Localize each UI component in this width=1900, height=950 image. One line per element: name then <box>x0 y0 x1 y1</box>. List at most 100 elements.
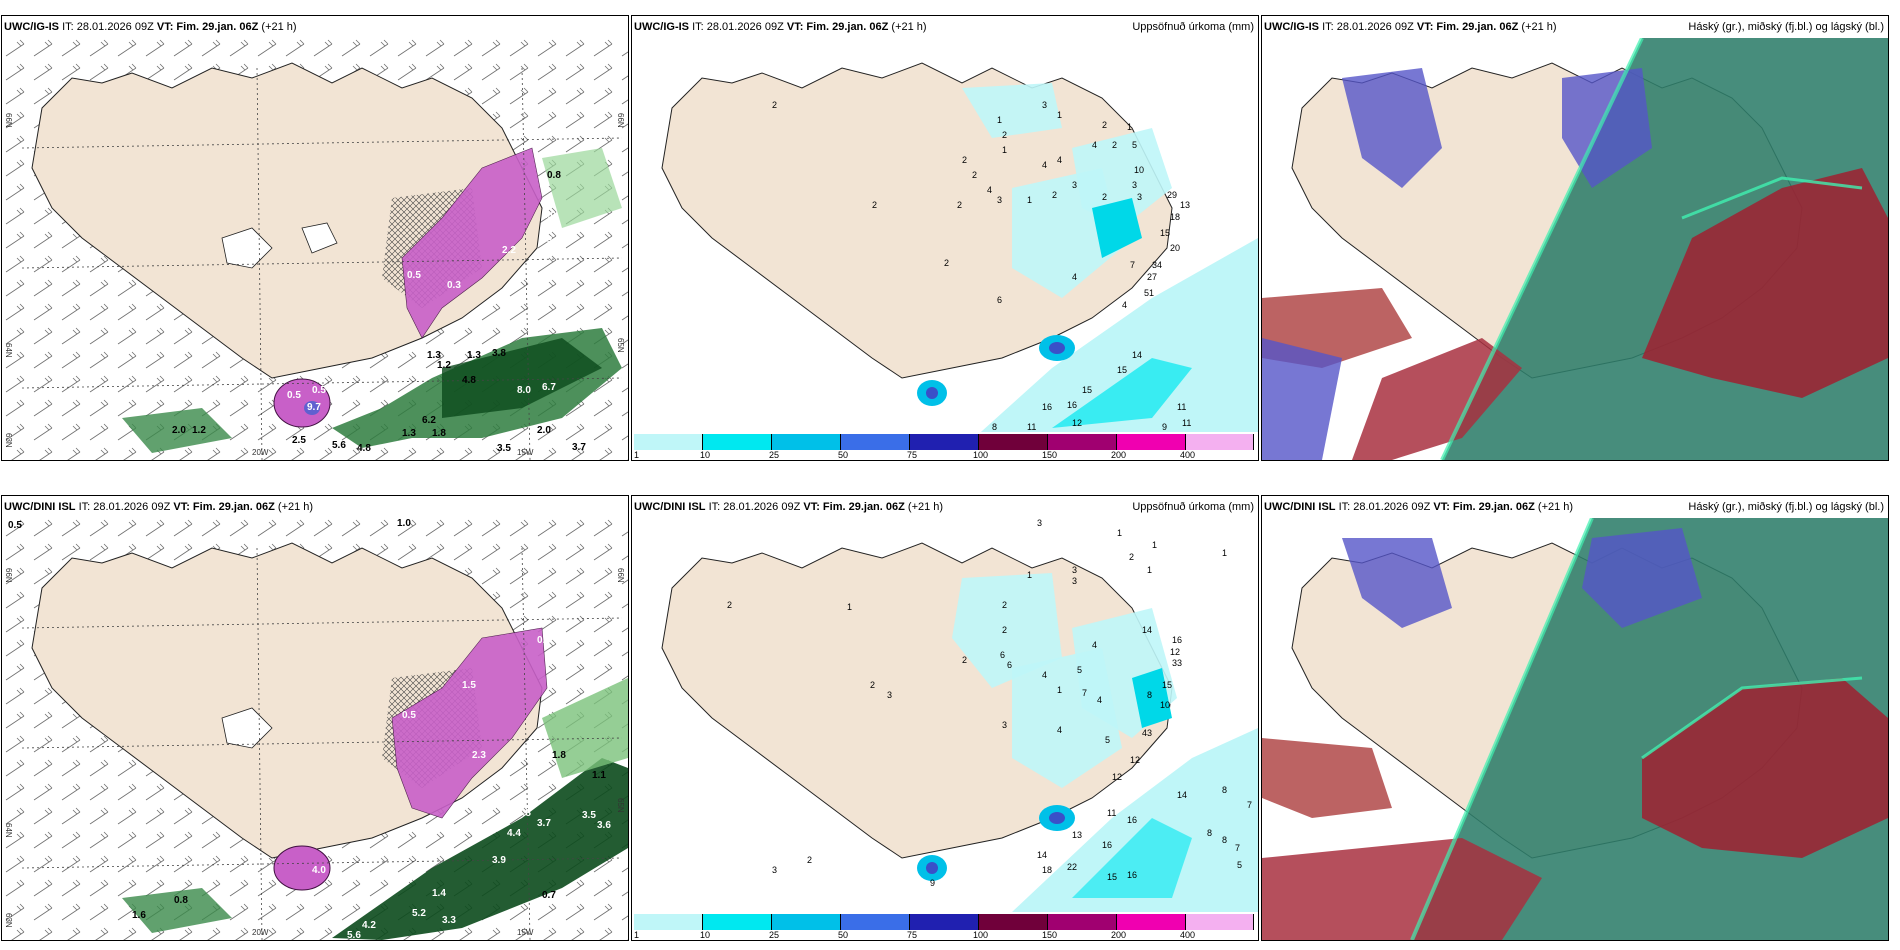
precip-label: 4 <box>1057 725 1062 735</box>
precip-label: 18 <box>1170 212 1180 222</box>
precip-label: 20 <box>1170 243 1180 253</box>
colorbar-segment <box>634 914 703 930</box>
precip-label: 5.2 <box>412 908 426 919</box>
precip-label: 2 <box>962 155 967 165</box>
colorbar-segment <box>703 914 772 930</box>
precip-label: 3.8 <box>517 808 531 819</box>
colorbar-segment <box>772 914 841 930</box>
colorbar-label: 1 <box>634 450 640 460</box>
precip-label: 2 <box>1102 192 1107 202</box>
precip-label: 1 <box>1002 145 1007 155</box>
lon-label: 15W <box>517 928 534 937</box>
precip-label: 3.5 <box>497 443 511 454</box>
precip-label: 22 <box>1067 862 1077 872</box>
precip-label: 7 <box>1247 800 1252 810</box>
colorbar-label: 100 <box>973 930 989 940</box>
precip-label: 2 <box>772 100 777 110</box>
precip-label: 3 <box>1072 576 1077 586</box>
lat-label: 63N <box>4 913 13 928</box>
precip-label: 4 <box>1057 155 1062 165</box>
precip-label: 16 <box>1127 870 1137 880</box>
precip-label: 2 <box>727 600 732 610</box>
lon-label: 20W <box>252 448 269 457</box>
precip-label: 2 <box>1002 625 1007 635</box>
precip-label: 4 <box>1042 670 1047 680</box>
colorbar-segment <box>703 434 772 450</box>
precip-label: 1.3 <box>402 428 416 439</box>
precip-label: 6.2 <box>422 415 436 426</box>
precip-label: 27 <box>1147 272 1157 282</box>
precip-label: 12 <box>1072 418 1082 428</box>
precip-label: 3.9 <box>492 855 506 866</box>
precip-label: 7 <box>1082 688 1087 698</box>
precip-label: 16 <box>1127 815 1137 825</box>
precip-label: 1.8 <box>432 428 446 439</box>
precip-label: 43 <box>1142 728 1152 738</box>
precip-label: 2.0 <box>537 425 551 436</box>
precip-label: 12 <box>1130 755 1140 765</box>
precip-label: 2.5 <box>292 435 306 446</box>
lon-label: 15W <box>517 448 534 457</box>
colorbar-segment <box>1186 434 1254 450</box>
precip-label: 2 <box>957 200 962 210</box>
lon-label: 20W <box>252 928 269 937</box>
colorbar-label: 400 <box>1180 930 1196 940</box>
colorbar-segment <box>1048 434 1117 450</box>
precip-label: 1.5 <box>462 680 476 691</box>
precip-label: 4 <box>1097 695 1102 705</box>
precip-label: 1 <box>1147 565 1152 575</box>
colorbar-segment <box>634 434 703 450</box>
precip-label: 15 <box>1117 365 1127 375</box>
precip-label: 13 <box>1072 830 1082 840</box>
colorbar-label: 50 <box>838 930 849 940</box>
wind-precip-map: 0.8 0.5 2.0 2.0 3.0 1.3 1.2 0.5 0.3 2.2 … <box>2 38 628 460</box>
precip-label: 2.0 <box>542 210 556 221</box>
precip-label: 6 <box>1007 660 1012 670</box>
panel-top-left: UWC/IG-IS IT: 28.01.2026 09Z VT: Fim. 29… <box>1 15 629 461</box>
precip-label: 1 <box>1222 548 1227 558</box>
precip-label: 1.8 <box>552 750 566 761</box>
colorbar-label: 200 <box>1111 450 1127 460</box>
precip-label: 1 <box>1117 528 1122 538</box>
colorbar-label: 200 <box>1111 930 1127 940</box>
precip-label: 15 <box>1107 872 1117 882</box>
precip-label: 3.3 <box>442 915 456 926</box>
precip-label: 10 <box>1134 165 1144 175</box>
cloud-cover-map <box>1262 38 1888 460</box>
panel-bottom-right: UWC/DINI ISL IT: 28.01.2026 09Z VT: Fim.… <box>1261 495 1889 941</box>
precip-label: 3.8 <box>492 348 506 359</box>
lat-label: 64N <box>4 823 13 838</box>
panel-header: UWC/DINI ISL IT: 28.01.2026 09Z VT: Fim.… <box>4 501 314 513</box>
precip-label: 2 <box>1002 130 1007 140</box>
colorbar-segment <box>979 914 1048 930</box>
colorbar-segment <box>979 434 1048 450</box>
precip-label: 51 <box>1144 288 1154 298</box>
precip-label: 0.8 <box>174 895 188 906</box>
precip-label: 14 <box>1132 350 1142 360</box>
precip-label: 18 <box>1042 865 1052 875</box>
precip-label: 12 <box>1112 772 1122 782</box>
panel-header: UWC/IG-IS IT: 28.01.2026 09Z VT: Fim. 29… <box>634 21 1254 33</box>
precip-label: 7 <box>1130 260 1135 270</box>
panel-header: UWC/DINI ISL IT: 28.01.2026 09Z VT: Fim.… <box>634 501 1254 513</box>
precip-label: 1.6 <box>132 910 146 921</box>
lat-label: 66N <box>616 568 625 583</box>
precip-label: 0.5 <box>8 520 22 531</box>
panel-bottom-middle: UWC/DINI ISL IT: 28.01.2026 09Z VT: Fim.… <box>631 495 1259 941</box>
lat-label: 66N <box>616 113 625 128</box>
precip-label: 1.2 <box>437 360 451 371</box>
lat-label: 64N <box>4 343 13 358</box>
colorbar-label: 25 <box>769 930 780 940</box>
precip-label: 4 <box>1072 272 1077 282</box>
precip-label: 11 <box>1027 422 1036 432</box>
precip-label: 8 <box>1222 835 1227 845</box>
precip-label: 2 <box>1102 120 1107 130</box>
panel-top-middle: UWC/IG-IS IT: 28.01.2026 09Z VT: Fim. 29… <box>631 15 1259 461</box>
precip-label: 15 <box>1160 228 1170 238</box>
precip-label: 0.5 <box>287 390 301 401</box>
colorbar-label: 75 <box>907 450 918 460</box>
precip-label: 13 <box>1180 200 1190 210</box>
precip-label: 4 <box>1092 140 1097 150</box>
precip-label: 14 <box>1142 625 1152 635</box>
precip-label: 10 <box>1160 700 1170 710</box>
